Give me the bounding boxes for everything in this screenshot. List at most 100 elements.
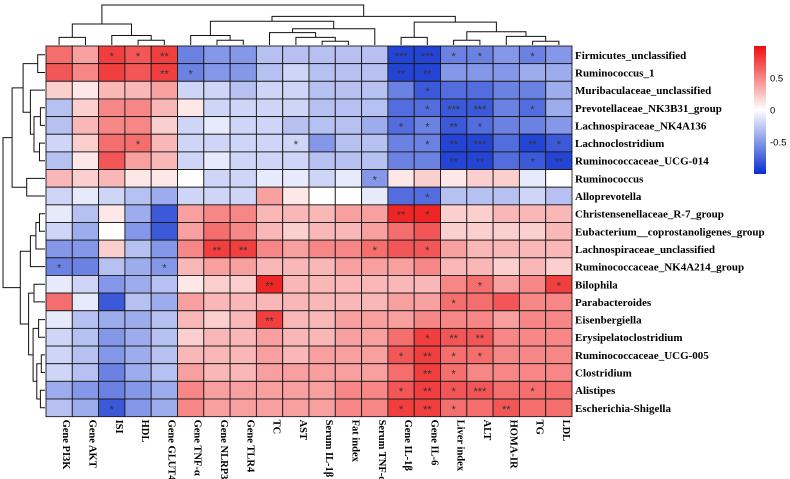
significance-star: * [136, 139, 141, 151]
column-label: Gene TNF-α [192, 420, 203, 476]
heatmap-cell [177, 186, 205, 206]
heatmap-cell [308, 133, 336, 153]
heatmap-cell [492, 257, 520, 276]
row-dendrogram-branch [40, 354, 45, 373]
heatmap-cell [334, 257, 363, 276]
legend-tick-label: -0.5 [770, 138, 786, 149]
column-label: Gene IL-6 [428, 420, 439, 466]
heatmap-cell [177, 257, 205, 276]
heatmap-cell [334, 63, 363, 82]
heatmap-cell [71, 98, 100, 118]
heatmap-cell [177, 363, 205, 382]
heatmap-cell [466, 80, 494, 100]
heatmap-cell [255, 398, 284, 418]
heatmap-cell [229, 151, 257, 170]
heatmap-cell [492, 363, 520, 382]
heatmap-cell [282, 80, 310, 100]
heatmap-cell [545, 186, 573, 206]
heatmap-cell [177, 204, 205, 223]
heatmap-cell [413, 151, 441, 170]
significance-star: ** [449, 333, 458, 345]
heatmap-cell [98, 310, 126, 329]
heatmap-cell [334, 292, 363, 312]
heatmap-cell [71, 398, 100, 418]
heatmap-cell [334, 363, 363, 382]
significance-star: ** [160, 51, 169, 63]
column-dendrogram-branch [58, 36, 86, 45]
heatmap-cell [545, 310, 573, 329]
heatmap-cell [308, 292, 336, 312]
significance-star: ** [423, 369, 432, 381]
column-label: HDL [139, 420, 150, 443]
heatmap-cell [124, 345, 152, 365]
heatmap-cell [282, 310, 310, 329]
significance-star: * [452, 369, 457, 381]
significance-star: * [399, 121, 404, 133]
heatmap-cell [229, 222, 257, 241]
significance-star: ** [423, 386, 432, 398]
significance-star: * [452, 351, 457, 363]
heatmap-cell [203, 363, 231, 382]
heatmap-cell [229, 380, 257, 400]
legend-color-bar [754, 46, 766, 174]
heatmap-cell [387, 98, 415, 118]
heatmap-cell [124, 239, 152, 259]
heatmap-cell [361, 45, 389, 65]
heatmap-cell [334, 169, 363, 188]
heatmap-cell [440, 275, 468, 294]
heatmap-cell [150, 398, 178, 418]
heatmap-cell [255, 292, 284, 312]
row-dendrogram-branch [39, 107, 45, 126]
heatmap-cell [177, 327, 205, 347]
row-dendrogram-branch [33, 283, 45, 303]
heatmap-cell [45, 45, 73, 65]
heatmap-cell [518, 363, 547, 382]
column-label: TC [271, 420, 282, 435]
heatmap-cell [334, 116, 363, 135]
heatmap-cell [124, 380, 152, 400]
heatmap-cell [124, 310, 152, 329]
significance-star: * [373, 245, 378, 257]
heatmap-cell [466, 292, 494, 312]
heatmap-cell [361, 257, 389, 276]
heatmap-cell [255, 186, 284, 206]
heatmap-cell [545, 380, 573, 400]
heatmap-cell [203, 169, 231, 188]
row-label: Escherichia-Shigella [575, 403, 671, 415]
heatmap-cell [334, 186, 363, 206]
heatmap-cell [440, 257, 468, 276]
row-dendrogram-branch [37, 54, 45, 73]
heatmap-cell [492, 98, 520, 118]
heatmap-cell [45, 80, 73, 100]
heatmap-cell [98, 345, 126, 365]
heatmap-cell [255, 222, 284, 241]
significance-star: * [452, 404, 457, 416]
column-dendrogram-branch [137, 39, 165, 45]
heatmap-cell [361, 151, 389, 170]
heatmap-cell [71, 363, 100, 382]
heatmap-cell [308, 186, 336, 206]
heatmap-cell [98, 116, 126, 135]
heatmap-cell [150, 327, 178, 347]
heatmap-cell [308, 169, 336, 188]
heatmap-cell [361, 116, 389, 135]
significance-star: * [425, 192, 430, 204]
heatmap-cell [203, 116, 231, 135]
heatmap-cell [282, 257, 310, 276]
significance-star: *** [447, 104, 461, 116]
heatmap-cell [203, 204, 231, 223]
heatmap-cell [334, 275, 363, 294]
heatmap-cell [334, 222, 363, 241]
heatmap-cell [545, 327, 573, 347]
heatmap-cell [334, 310, 363, 329]
heatmap-cell [361, 327, 389, 347]
row-label: Eisenbergiella [575, 315, 642, 327]
heatmap-cell [361, 292, 389, 312]
heatmap-cell [308, 345, 336, 365]
row-dendrogram-branch [32, 327, 39, 382]
heatmap-cell [466, 169, 494, 188]
color-legend: 0.5 0 -0.5 [754, 46, 786, 174]
heatmap-cell [518, 398, 547, 418]
heatmap-cell [177, 169, 205, 188]
